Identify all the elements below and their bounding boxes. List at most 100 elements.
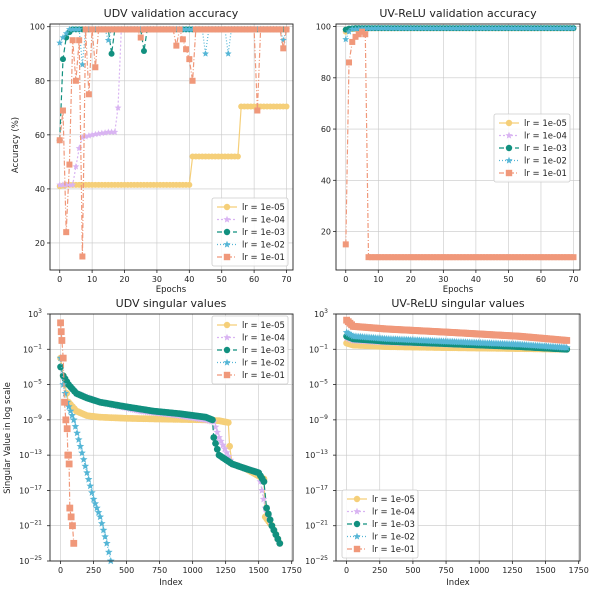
x-tick-label: 1250 xyxy=(215,566,235,575)
data-point xyxy=(111,128,119,135)
x-tick-label: 0 xyxy=(344,566,349,575)
data-point xyxy=(482,254,489,261)
data-point xyxy=(342,35,350,43)
data-point xyxy=(199,26,206,33)
y-tick-label: 20 xyxy=(321,228,331,237)
data-point xyxy=(63,229,70,236)
data-point xyxy=(95,26,102,33)
data-point xyxy=(231,26,238,33)
data-point xyxy=(70,539,78,547)
data-point xyxy=(352,33,359,40)
data-point xyxy=(211,423,220,431)
data-point xyxy=(411,254,418,261)
chart-plot-area: 0 250 500 750 1000 1250 1500 1750 10−25 10−21 10−1… xyxy=(305,308,589,575)
x-tick-label: 60 xyxy=(536,275,546,284)
data-point xyxy=(388,254,395,261)
y-tick-label: 10−1 xyxy=(309,343,328,354)
data-point xyxy=(345,28,353,35)
data-point xyxy=(567,254,574,261)
data-point xyxy=(355,31,362,38)
legend-label: lr = 1e-04 xyxy=(242,216,285,226)
data-point xyxy=(570,24,577,32)
data-point xyxy=(528,254,535,261)
y-tick-label: 10−13 xyxy=(19,449,42,460)
legend-label: lr = 1e-03 xyxy=(242,346,285,356)
panel-title: UDV validation accuracy xyxy=(104,7,239,20)
data-point xyxy=(353,520,361,528)
data-point xyxy=(56,39,64,46)
data-point xyxy=(541,254,548,261)
data-point xyxy=(562,343,571,351)
legend: lr = 1e-05 lr = 1e-04 lr = 1e-03 lr = 1e-02… xyxy=(211,315,289,385)
legend-label: lr = 1e-04 xyxy=(372,508,415,518)
series-lr-1e-01 xyxy=(343,316,571,344)
data-point xyxy=(420,254,427,261)
panel-uvrelu-singular: UV-ReLU singular values Index xyxy=(391,297,525,588)
y-axis-label: Accuracy (%) xyxy=(11,117,21,173)
x-axis-label: Index xyxy=(159,578,182,588)
data-point xyxy=(59,107,66,114)
data-point xyxy=(59,33,67,41)
data-point xyxy=(128,26,134,33)
data-point xyxy=(459,254,466,261)
data-point xyxy=(223,215,231,223)
data-point xyxy=(404,254,411,261)
y-tick-label: 10−21 xyxy=(19,520,42,531)
y-tick-label: 10−5 xyxy=(23,379,42,390)
data-point xyxy=(505,131,513,139)
y-tick-label: 10−25 xyxy=(305,555,328,566)
data-point xyxy=(59,354,67,362)
legend: lr = 1e-05 lr = 1e-04 lr = 1e-03 lr = 1e-02… xyxy=(493,113,571,183)
data-point xyxy=(223,333,231,341)
x-tick-label: 1250 xyxy=(502,566,522,575)
data-point xyxy=(213,428,222,436)
data-point xyxy=(79,253,86,260)
data-point xyxy=(150,26,157,33)
data-point xyxy=(66,161,73,168)
legend-label: lr = 1e-03 xyxy=(372,520,415,530)
data-point xyxy=(260,26,267,33)
data-point xyxy=(505,254,512,261)
panel-udv-accuracy: UDV validation accuracy Epochs Accuracy … xyxy=(11,7,239,295)
data-point xyxy=(223,203,231,211)
y-tick-label: 103 xyxy=(314,308,328,319)
data-point xyxy=(514,24,522,32)
data-point xyxy=(489,254,496,261)
data-point xyxy=(140,26,147,33)
data-point xyxy=(89,26,96,33)
data-point xyxy=(534,24,542,32)
data-point xyxy=(505,119,513,127)
data-point xyxy=(254,107,261,114)
data-point xyxy=(508,24,516,32)
data-point xyxy=(476,254,483,261)
data-point xyxy=(79,455,88,463)
data-point xyxy=(81,462,90,470)
data-point xyxy=(430,24,437,32)
data-point xyxy=(218,26,225,33)
data-point xyxy=(505,156,513,164)
data-point xyxy=(353,545,361,553)
data-point xyxy=(223,253,231,261)
data-point xyxy=(57,319,64,327)
data-point xyxy=(547,254,554,261)
data-point xyxy=(61,389,69,397)
data-point xyxy=(163,26,170,33)
data-point xyxy=(223,346,231,354)
legend-label: lr = 1e-05 xyxy=(372,495,415,505)
data-point xyxy=(153,26,160,33)
data-point xyxy=(368,254,375,261)
data-point xyxy=(485,24,493,32)
data-point xyxy=(79,60,86,68)
data-point xyxy=(134,26,141,33)
data-point xyxy=(225,26,232,33)
data-point xyxy=(413,24,421,32)
data-point xyxy=(72,77,79,84)
legend-frame xyxy=(493,113,571,183)
data-point xyxy=(202,26,209,33)
data-point xyxy=(505,169,513,177)
x-tick-label: 250 xyxy=(372,566,387,575)
data-point xyxy=(140,48,147,55)
data-point xyxy=(212,439,219,447)
data-point xyxy=(73,429,81,437)
data-point xyxy=(179,36,186,43)
